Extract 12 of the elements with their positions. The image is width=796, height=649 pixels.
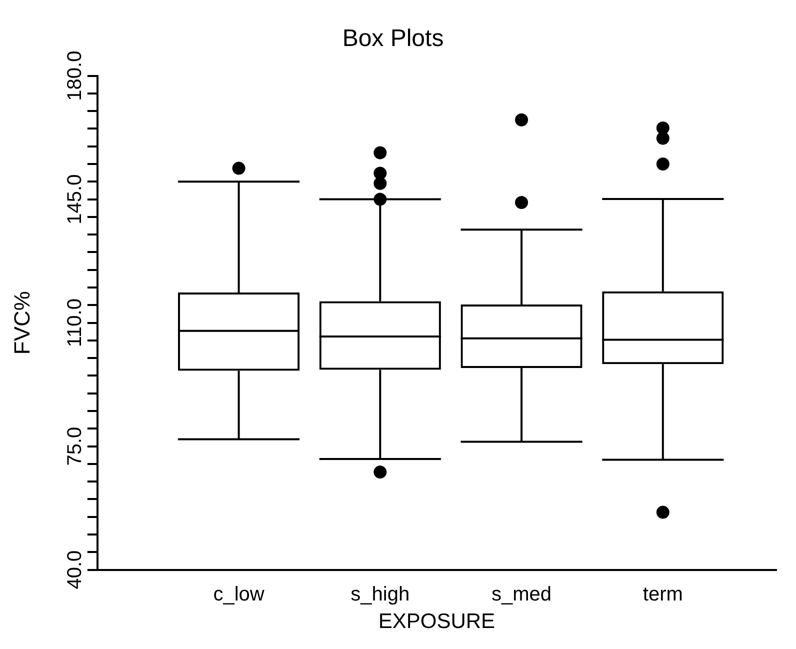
y-axis-title: FVC% — [9, 291, 34, 355]
x-axis-title: EXPOSURE — [378, 610, 496, 634]
y-tick-label: 180.0 — [64, 50, 86, 101]
x-tick-label: s_high — [350, 583, 410, 606]
x-tick-label: term — [642, 583, 683, 606]
y-tick-label: 75.0 — [64, 426, 86, 466]
x-tick-label: s_med — [492, 583, 552, 606]
y-tick-label: 40.0 — [64, 550, 86, 590]
y-tick-label: 145.0 — [64, 174, 86, 224]
y-tick-label: 110.0 — [64, 298, 86, 348]
chart-title: Box Plots — [342, 25, 444, 52]
x-tick-label: c_low — [213, 583, 265, 606]
